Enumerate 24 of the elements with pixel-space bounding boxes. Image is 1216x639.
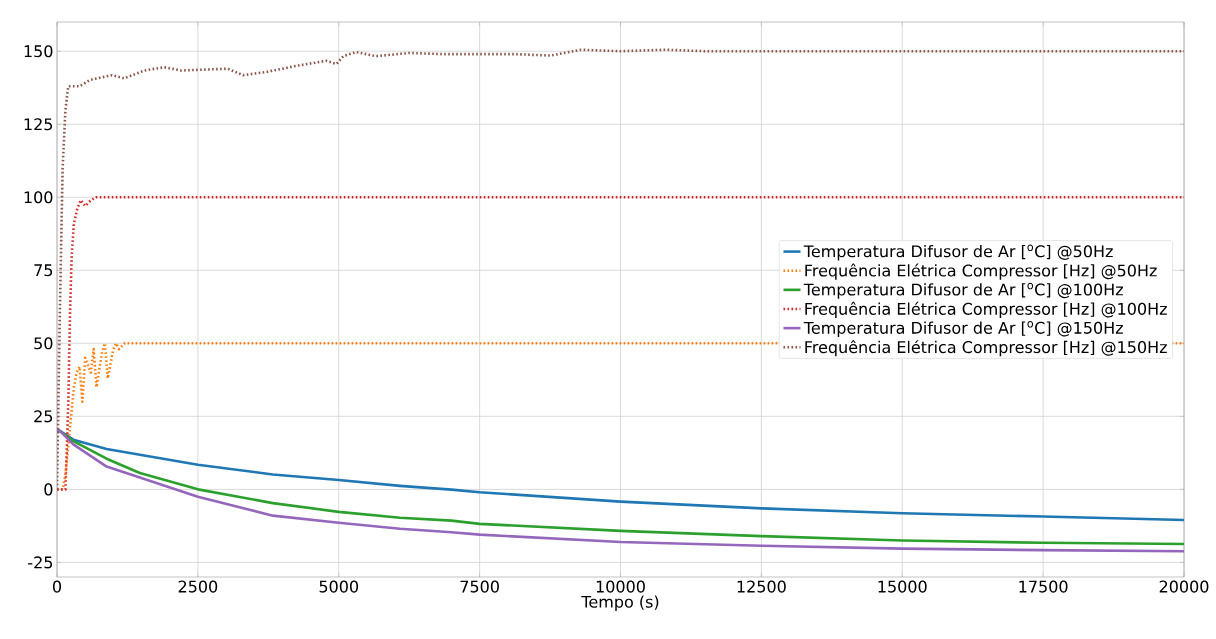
x-tick-label: 5000 bbox=[319, 580, 359, 593]
y-tick-label: 0 bbox=[44, 483, 53, 496]
legend-label: Frequência Elétrica Compressor [Hz] @50Hz bbox=[805, 263, 1157, 280]
y-tick-label: 125 bbox=[24, 118, 53, 131]
y-tick-label: 100 bbox=[24, 191, 53, 204]
y-tick-label: 150 bbox=[24, 45, 53, 58]
y-tick-label: 50 bbox=[34, 337, 53, 350]
legend-label: Temperatura Difusor de Ar [$^{o}$C] @150Hz bbox=[803, 321, 1123, 337]
y-tick-label: 75 bbox=[34, 264, 53, 277]
x-tick-label: 2500 bbox=[178, 580, 218, 593]
legend-label: Frequência Elétrica Compressor [Hz] @150Hz bbox=[805, 340, 1167, 357]
x-tick-label: 7500 bbox=[460, 580, 499, 593]
x-tick-label: 10000 bbox=[596, 580, 645, 593]
legend-label: Temperatura Difusor de Ar [$^{o}$C] @100Hz bbox=[803, 282, 1123, 299]
legend-label: Frequência Elétrica Compressor [Hz] @100Hz bbox=[805, 301, 1167, 318]
legend-label: Temperatura Difusor de Ar [$^{o}$C] @50Hz bbox=[803, 244, 1113, 261]
x-tick-label: 20000 bbox=[1159, 580, 1209, 593]
x-tick-label: 12500 bbox=[737, 580, 786, 593]
x-axis-title: Tempo (s) bbox=[581, 595, 659, 611]
x-tick-label: 17500 bbox=[1019, 580, 1068, 593]
x-tick-label: 15000 bbox=[878, 580, 927, 593]
x-tick-label: 0 bbox=[52, 580, 62, 593]
y-tick-label: -25 bbox=[28, 556, 53, 569]
y-tick-label: 25 bbox=[34, 410, 53, 423]
